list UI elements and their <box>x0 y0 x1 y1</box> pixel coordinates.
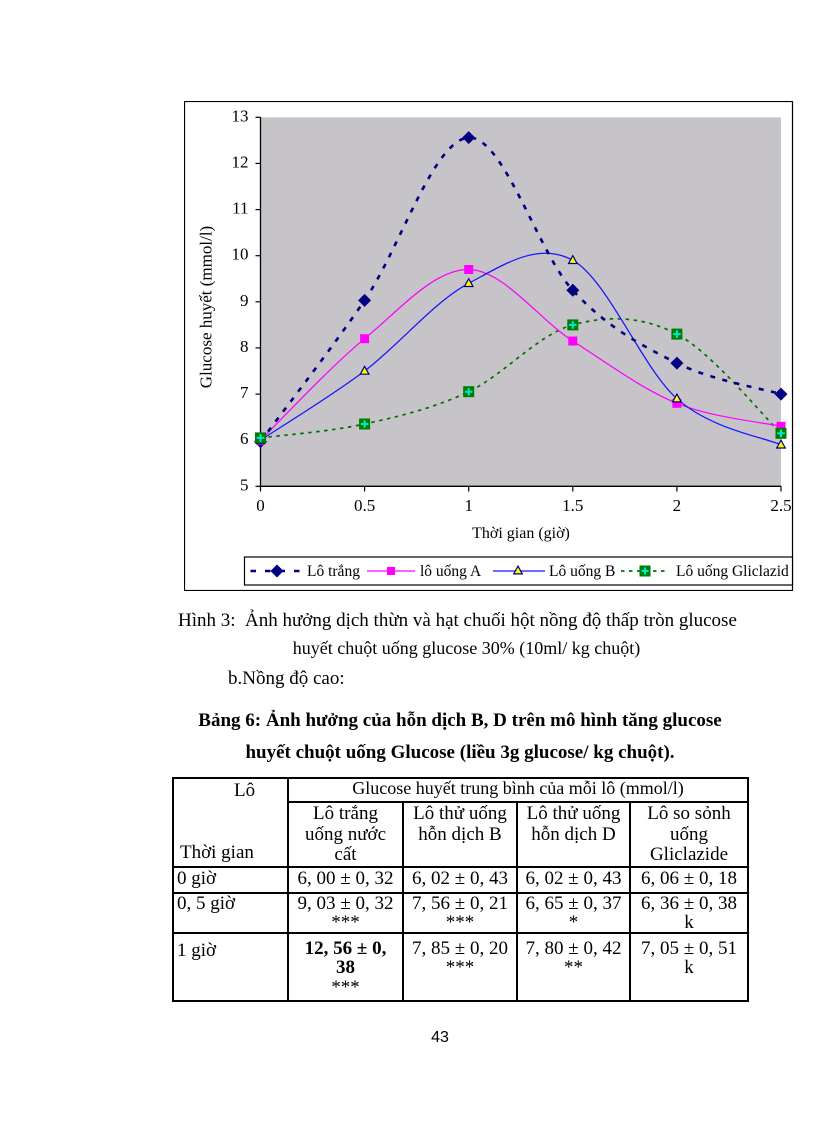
svg-text:8: 8 <box>240 337 249 356</box>
svg-text:0: 0 <box>256 496 265 515</box>
svg-text:Lô trắng: Lô trắng <box>307 563 360 580</box>
svg-text:13: 13 <box>232 106 249 125</box>
svg-text:10: 10 <box>232 245 249 264</box>
svg-text:9: 9 <box>240 291 249 310</box>
svg-text:1.5: 1.5 <box>562 496 583 515</box>
svg-text:1: 1 <box>464 496 473 515</box>
svg-text:6: 6 <box>240 429 249 448</box>
svg-text:Lô uống B: Lô uống B <box>549 563 615 580</box>
svg-text:11: 11 <box>232 199 248 218</box>
svg-text:2.5: 2.5 <box>770 496 791 515</box>
svg-text:lô uống A: lô uống A <box>420 563 482 580</box>
svg-text:Lô uống Gliclazid: Lô uống Gliclazid <box>676 563 789 580</box>
svg-text:7: 7 <box>240 383 249 402</box>
svg-text:Thời gian (giờ): Thời gian (giờ) <box>472 525 570 542</box>
svg-text:Glucose huyết (mmol/l): Glucose huyết (mmol/l) <box>197 226 216 388</box>
svg-text:2: 2 <box>673 496 682 515</box>
svg-text:12: 12 <box>232 152 249 171</box>
svg-text:5: 5 <box>240 475 249 494</box>
svg-text:0.5: 0.5 <box>354 496 375 515</box>
